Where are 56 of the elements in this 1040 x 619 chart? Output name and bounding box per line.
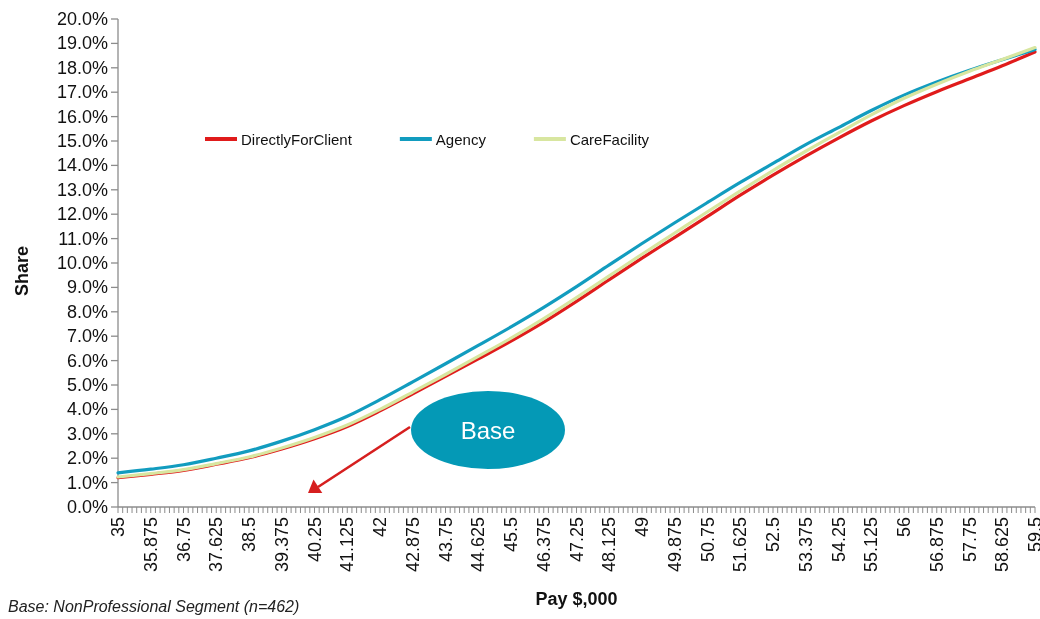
- legend-label: DirectlyForClient: [241, 130, 353, 148]
- y-tick-label: 11.0%: [58, 228, 108, 249]
- y-tick-label: 12.0%: [56, 204, 108, 225]
- legend-label: Agency: [435, 130, 487, 148]
- x-tick-label: 55.125: [861, 517, 882, 573]
- annotation: Base: [460, 416, 516, 444]
- y-tick-label: 3.0%: [66, 423, 108, 444]
- x-tick-label: 43.75: [435, 517, 456, 563]
- x-tick-label: 52.5: [763, 517, 783, 553]
- y-tick-label: 17.0%: [56, 82, 108, 103]
- y-tick-label: 19.0%: [56, 33, 108, 54]
- x-tick-label: 37.625: [206, 517, 227, 573]
- y-tick-label: 6.0%: [66, 350, 108, 371]
- x-tick-label: 38.5: [239, 517, 259, 553]
- x-tick-label: 50.75: [697, 517, 718, 563]
- y-tick-label: 14.0%: [56, 155, 108, 176]
- y-tick-label: 9.0%: [66, 277, 108, 298]
- x-tick-label: 53.375: [795, 517, 816, 573]
- y-tick-label: 1.0%: [66, 472, 108, 493]
- x-tick-label: 44.625: [468, 517, 489, 573]
- y-axis-title: Share: [12, 245, 32, 297]
- y-tick-label: 10.0%: [56, 253, 108, 273]
- text: Base: NonProfessional Segment (n=462): [8, 597, 300, 615]
- x-tick-label: 42.875: [402, 517, 423, 573]
- x-tick-label: 36.75: [173, 517, 194, 563]
- x-tick-label: 41.125: [337, 517, 358, 573]
- x-axis-title: Pay $,000: [535, 589, 618, 609]
- y-tick-label: 18.0%: [56, 57, 108, 78]
- x-tick-label: 48.125: [599, 517, 620, 573]
- x-tick-label: 47.25: [566, 517, 587, 563]
- x-tick-label: 35.875: [140, 517, 161, 573]
- x-tick-label: 39.375: [271, 517, 292, 573]
- x-tick-label: 54.25: [828, 517, 849, 563]
- x-tick-label: 57.75: [959, 517, 980, 563]
- y-tick-label: 4.0%: [66, 399, 108, 420]
- x-tick-label: 35: [108, 517, 128, 538]
- x-tick-label: 56.875: [926, 517, 947, 573]
- legend-label: CareFacility: [569, 130, 650, 148]
- y-tick-label: 16.0%: [56, 106, 108, 127]
- x-tick-label: 49.875: [664, 517, 685, 573]
- y-tick-label: 5.0%: [66, 375, 108, 395]
- x-tick-label: 46.375: [533, 517, 554, 573]
- y-tick-label: 7.0%: [66, 326, 108, 347]
- y-tick-label: 15.0%: [56, 131, 108, 151]
- x-tick-label: 42: [370, 517, 390, 538]
- x-tick-label: 51.625: [730, 517, 751, 573]
- x-tick-label: 40.25: [304, 517, 325, 563]
- x-tick-label: 56: [894, 517, 914, 538]
- x-tick-label: 58.625: [992, 517, 1013, 573]
- y-tick-label: 8.0%: [66, 301, 108, 322]
- y-tick-label: 13.0%: [56, 179, 108, 200]
- y-tick-label: 2.0%: [66, 448, 108, 469]
- x-tick-label: 49: [632, 517, 652, 538]
- y-tick-label: 20.0%: [56, 9, 108, 29]
- y-tick-label: 0.0%: [66, 497, 108, 517]
- x-tick-label: 45.5: [501, 517, 521, 553]
